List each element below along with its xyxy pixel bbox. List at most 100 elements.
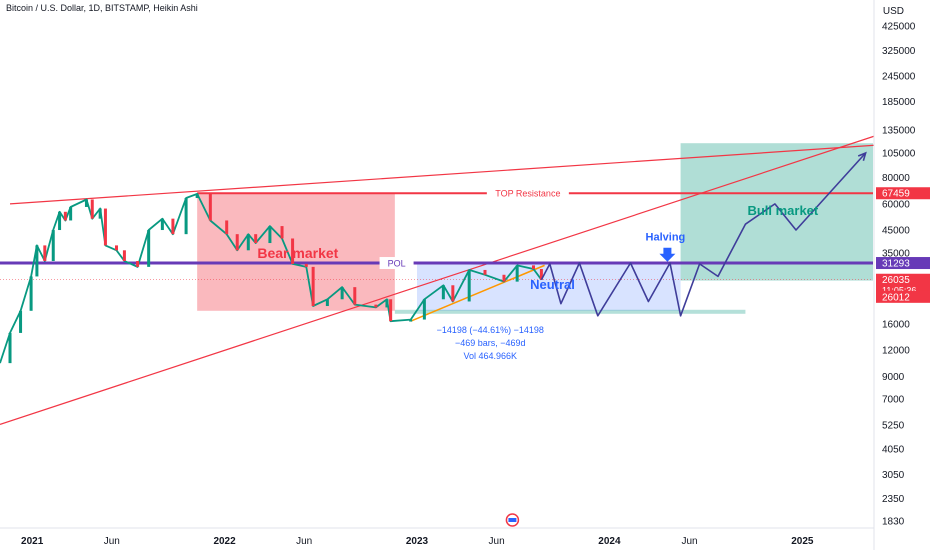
price-point: [385, 299, 389, 308]
price-point: [246, 234, 250, 251]
price-point: [353, 287, 357, 305]
tag-top-resistance: 67459: [882, 189, 910, 200]
y-tick-label: 16000: [882, 319, 910, 330]
price-point: [515, 265, 519, 282]
halving-label: Halving: [646, 232, 686, 244]
x-tick-label: Jun: [489, 536, 505, 547]
price-point: [441, 285, 445, 300]
x-tick-label: 2024: [598, 536, 621, 547]
y-tick-label: 9000: [882, 372, 905, 383]
chart-title: Bitcoin / U.S. Dollar, 1D, BITSTAMP, Hei…: [6, 3, 198, 13]
price-point: [311, 266, 315, 307]
price-point: [268, 226, 272, 244]
lower-trendline: [0, 133, 883, 425]
x-tick-label: Jun: [296, 536, 312, 547]
price-point: [184, 198, 188, 235]
support-strip: [394, 309, 746, 314]
y-tick-label: 60000: [882, 199, 910, 210]
price-point: [90, 199, 94, 219]
price-point: [409, 319, 413, 322]
y-tick-label: 2350: [882, 494, 905, 505]
price-point: [35, 245, 39, 277]
tag-pol: 31293: [882, 259, 910, 270]
pol-label: POL: [388, 259, 406, 269]
x-tick-label: 2022: [213, 536, 236, 547]
price-point: [304, 263, 308, 267]
price-point: [115, 245, 119, 251]
projection-arrowhead: [857, 151, 867, 161]
price-point: [58, 211, 62, 231]
orange-support: [410, 264, 545, 322]
price-point: [451, 285, 455, 302]
x-tick-label: Jun: [681, 536, 697, 547]
price-point: [502, 274, 506, 282]
y-tick-label: 12000: [882, 346, 910, 357]
price-point: [8, 332, 12, 364]
price-point: [254, 234, 258, 244]
y-tick-label: 325000: [882, 46, 916, 57]
y-tick-label: 3050: [882, 470, 905, 481]
price-point: [422, 299, 426, 320]
price-point: [325, 299, 329, 307]
tag-alt-price-bg: [876, 290, 930, 303]
currency-label: USD: [882, 6, 904, 17]
y-tick-label: 45000: [882, 226, 910, 237]
tag-top-resistance-bg: [876, 187, 930, 200]
price-point: [195, 193, 199, 199]
price-point: [532, 265, 535, 270]
halving-arrow-icon: [659, 247, 676, 262]
price-point: [63, 211, 67, 221]
price-point: [103, 208, 107, 246]
zone-bear-market: [197, 193, 395, 311]
zone-title-bear-market: Bear market: [257, 245, 338, 261]
price-point: [208, 193, 212, 221]
y-tick-label: 135000: [882, 126, 916, 137]
price-point: [19, 310, 23, 333]
price-point: [98, 208, 102, 219]
y-tick-label: 105000: [882, 149, 916, 160]
zone-bull-market: [680, 143, 873, 281]
projection-path: [540, 152, 867, 317]
y-tick-label: 245000: [882, 72, 916, 83]
price-point: [389, 299, 393, 322]
price-point: [160, 218, 164, 231]
flag-icon-inner: [508, 518, 517, 522]
y-tick-label: 7000: [882, 395, 905, 406]
measurement-line1: −14198 (−44.61%) −14198: [437, 325, 544, 335]
price-point: [122, 250, 126, 262]
y-tick-label: 4050: [882, 444, 905, 455]
tag-pol-bg: [876, 257, 930, 270]
x-tick-label: 2025: [791, 536, 814, 547]
price-point: [467, 269, 471, 302]
y-tick-label: 425000: [882, 22, 916, 33]
zone-title-bull-market: Bull market: [747, 203, 818, 218]
zone-title-neutral: Neutral: [530, 277, 575, 292]
price-point: [51, 230, 55, 262]
price-point: [374, 304, 378, 308]
x-tick-label: 2021: [21, 536, 44, 547]
upper-trendline: [9, 144, 883, 205]
y-tick-label: 35000: [882, 248, 910, 259]
tag-last-price-countdown: 11:05:36: [882, 286, 916, 296]
top-resistance-label-bg: [486, 187, 569, 200]
price-point: [29, 276, 33, 311]
tag-alt-price: 26012: [882, 292, 910, 303]
x-tick-label: 2023: [406, 536, 429, 547]
price-point: [340, 287, 344, 300]
price-point: [291, 238, 295, 264]
y-tick-label: 185000: [882, 97, 916, 108]
price-point: [235, 234, 239, 251]
y-tick-label: 80000: [882, 173, 910, 184]
price-point: [136, 261, 140, 267]
measurement-line2: −469 bars, −469d: [455, 338, 526, 348]
price-point: [171, 218, 175, 235]
top-resistance-label: TOP Resistance: [495, 189, 560, 199]
tag-last-price: 26035: [882, 275, 910, 286]
price-point: [539, 269, 543, 280]
price-point: [147, 230, 151, 267]
price-point: [483, 269, 487, 275]
price-point: [43, 245, 47, 262]
price-point: [280, 226, 284, 239]
price-point: [225, 220, 229, 235]
